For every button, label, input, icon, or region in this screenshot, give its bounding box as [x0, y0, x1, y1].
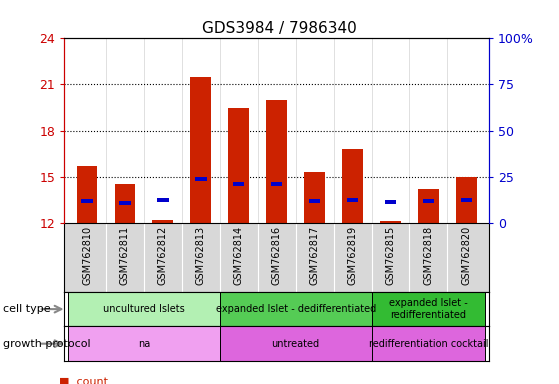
- Bar: [423, 199, 434, 204]
- Text: GDS3984 / 7986340: GDS3984 / 7986340: [202, 21, 357, 36]
- Bar: [115, 184, 135, 223]
- Bar: [418, 189, 439, 223]
- Bar: [119, 200, 131, 205]
- Bar: [191, 77, 211, 223]
- Text: GSM762819: GSM762819: [348, 226, 358, 285]
- Text: GSM762812: GSM762812: [158, 226, 168, 285]
- Bar: [153, 220, 173, 223]
- Text: GSM762816: GSM762816: [272, 226, 282, 285]
- Text: GSM762818: GSM762818: [423, 226, 433, 285]
- Text: untreated: untreated: [272, 339, 320, 349]
- Bar: [385, 200, 396, 204]
- Text: uncultured Islets: uncultured Islets: [103, 304, 185, 314]
- Bar: [380, 221, 401, 223]
- Bar: [372, 326, 485, 361]
- Bar: [461, 197, 472, 202]
- Bar: [228, 108, 249, 223]
- Bar: [309, 199, 320, 204]
- Text: na: na: [138, 339, 150, 349]
- Text: GSM762815: GSM762815: [386, 226, 396, 285]
- Bar: [342, 149, 363, 223]
- Text: GSM762817: GSM762817: [310, 226, 320, 285]
- Text: ■  count: ■ count: [59, 376, 108, 384]
- Text: GSM762811: GSM762811: [120, 226, 130, 285]
- Text: expanded Islet - dedifferentiated: expanded Islet - dedifferentiated: [216, 304, 376, 314]
- Bar: [304, 172, 325, 223]
- Bar: [157, 197, 169, 202]
- Text: GSM762810: GSM762810: [82, 226, 92, 285]
- Bar: [77, 166, 97, 223]
- Text: expanded Islet -
redifferentiated: expanded Islet - redifferentiated: [389, 298, 468, 320]
- Bar: [220, 292, 372, 326]
- Bar: [233, 182, 244, 187]
- Text: growth protocol: growth protocol: [3, 339, 91, 349]
- Bar: [195, 177, 206, 181]
- Bar: [68, 292, 220, 326]
- Bar: [68, 326, 220, 361]
- Bar: [266, 100, 287, 223]
- Bar: [220, 326, 372, 361]
- Bar: [82, 199, 93, 204]
- Bar: [271, 182, 282, 187]
- Text: GSM762820: GSM762820: [461, 226, 471, 285]
- Text: GSM762814: GSM762814: [234, 226, 244, 285]
- Text: cell type: cell type: [3, 304, 50, 314]
- Bar: [456, 177, 477, 223]
- Bar: [372, 292, 485, 326]
- Text: redifferentiation cocktail: redifferentiation cocktail: [369, 339, 488, 349]
- Bar: [347, 197, 358, 202]
- Text: GSM762813: GSM762813: [196, 226, 206, 285]
